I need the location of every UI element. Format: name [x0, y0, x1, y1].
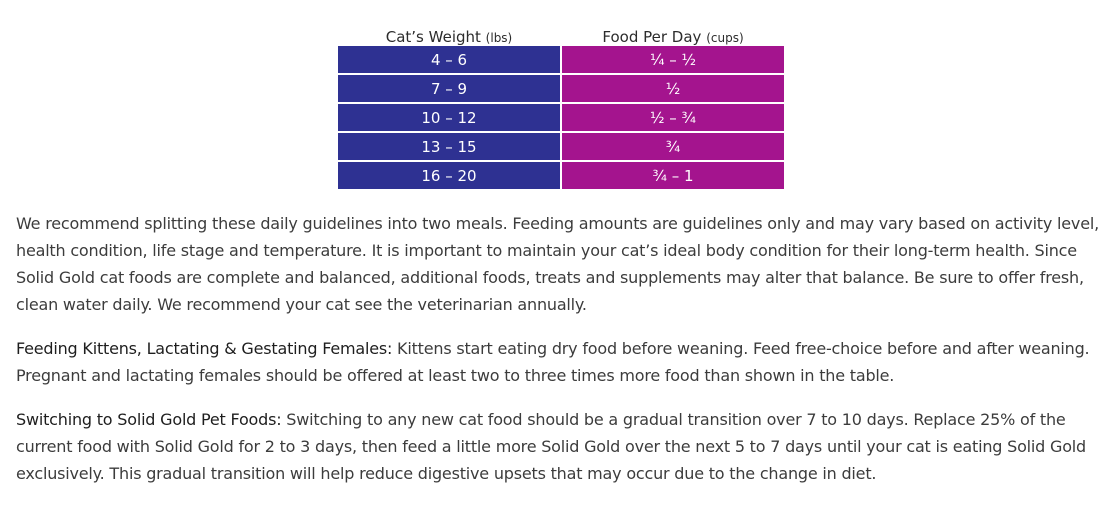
food-cell: ¼ – ½ — [560, 46, 786, 75]
food-cell: ¾ – 1 — [560, 160, 786, 191]
table-header-row: Cat’s Weight (lbs) Food Per Day (cups) — [337, 24, 785, 46]
weight-cell: 16 – 20 — [336, 160, 562, 191]
feeding-guidelines-text: We recommend splitting these daily guide… — [16, 210, 1106, 504]
header-cat-weight-unit: (lbs) — [485, 31, 513, 45]
table-row: 4 – 6 ¼ – ½ — [336, 46, 786, 75]
table-row: 10 – 12 ½ – ¾ — [336, 102, 786, 133]
switching-lead: Switching to Solid Gold Pet Foods: — [16, 410, 282, 429]
weight-cell: 13 – 15 — [336, 131, 562, 162]
kittens-lead: Feeding Kittens, Lactating & Gestating F… — [16, 339, 393, 358]
header-cat-weight-label: Cat’s Weight — [385, 28, 481, 46]
food-cell: ½ – ¾ — [560, 102, 786, 133]
food-cell: ½ — [560, 73, 786, 104]
switching-paragraph: Switching to Solid Gold Pet Foods: Switc… — [16, 406, 1106, 487]
kittens-body: Kittens start eating dry food before wea… — [16, 339, 1090, 385]
feeding-table: Cat’s Weight (lbs) Food Per Day (cups) 4… — [336, 24, 786, 191]
header-cat-weight: Cat’s Weight (lbs) — [337, 24, 561, 46]
weight-cell: 10 – 12 — [336, 102, 562, 133]
switching-body: Switching to any new cat food should be … — [16, 410, 1086, 483]
intro-paragraph: We recommend splitting these daily guide… — [16, 214, 1099, 314]
table-row: 13 – 15 ¾ — [336, 131, 786, 162]
food-cell: ¾ — [560, 131, 786, 162]
header-food-per-day-unit: (cups) — [706, 31, 744, 45]
weight-cell: 7 – 9 — [336, 73, 562, 104]
table-row: 16 – 20 ¾ – 1 — [336, 160, 786, 191]
header-food-per-day: Food Per Day (cups) — [561, 24, 785, 46]
header-food-per-day-label: Food Per Day — [602, 28, 702, 46]
table-row: 7 – 9 ½ — [336, 73, 786, 104]
weight-cell: 4 – 6 — [336, 46, 562, 75]
kittens-paragraph: Feeding Kittens, Lactating & Gestating F… — [16, 335, 1106, 389]
